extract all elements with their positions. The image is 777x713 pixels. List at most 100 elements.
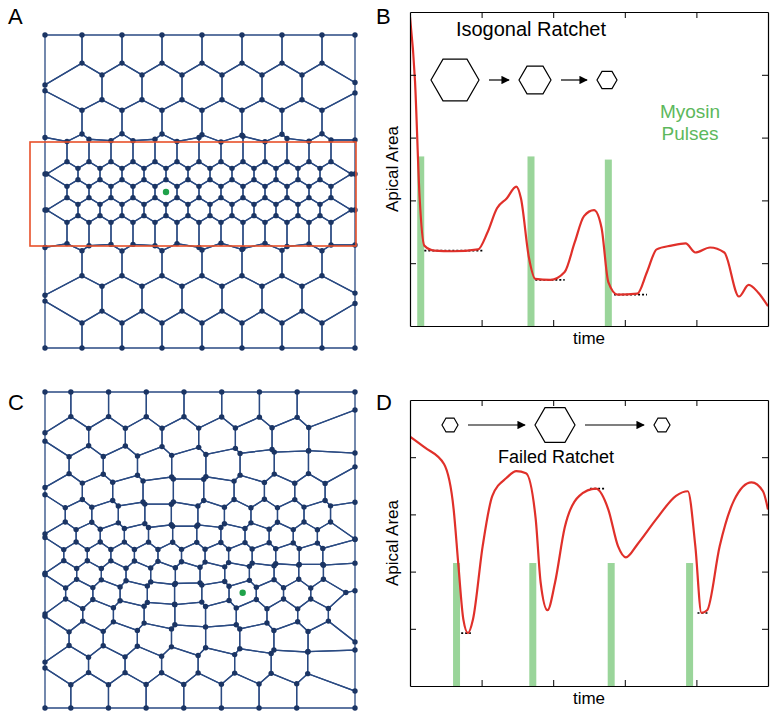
vertex bbox=[292, 497, 297, 502]
vertex bbox=[159, 131, 164, 136]
vertex bbox=[237, 451, 242, 456]
cell-edge bbox=[256, 580, 283, 609]
vertex bbox=[315, 527, 320, 532]
tick bbox=[410, 75, 416, 76]
panel-label: D bbox=[376, 390, 392, 415]
vertex bbox=[99, 72, 104, 77]
plot-marks bbox=[410, 17, 768, 326]
vertex bbox=[305, 671, 310, 676]
cell-edge bbox=[188, 198, 210, 223]
vertex bbox=[86, 184, 91, 189]
vertex bbox=[119, 248, 124, 253]
tick bbox=[625, 320, 626, 326]
vertex bbox=[226, 584, 231, 589]
vertex bbox=[119, 213, 124, 218]
vertex bbox=[231, 497, 236, 502]
vertex bbox=[174, 195, 179, 200]
vertex bbox=[130, 184, 135, 189]
vertex bbox=[271, 563, 276, 568]
vertex bbox=[97, 202, 102, 207]
vertex bbox=[132, 558, 137, 563]
vertex bbox=[352, 537, 357, 542]
vertex bbox=[229, 166, 234, 171]
vertex bbox=[239, 108, 244, 113]
vertex bbox=[301, 519, 306, 524]
cell-edge bbox=[202, 311, 242, 348]
cell-edge bbox=[274, 564, 299, 588]
vertex bbox=[305, 649, 310, 654]
vertex bbox=[295, 619, 300, 624]
vertex bbox=[279, 32, 284, 37]
vertex bbox=[63, 505, 68, 510]
cell-edge bbox=[202, 100, 242, 142]
vertex bbox=[196, 195, 201, 200]
tick-mark bbox=[625, 400, 626, 406]
vertex bbox=[42, 430, 47, 435]
vertex bbox=[352, 407, 357, 412]
tick bbox=[625, 680, 626, 686]
cell-edge bbox=[328, 591, 355, 642]
x-axis-top bbox=[411, 400, 769, 406]
vertex bbox=[159, 345, 164, 350]
cell-edge bbox=[125, 646, 162, 684]
tick-mark bbox=[696, 400, 697, 406]
vertex bbox=[328, 184, 333, 189]
vertex bbox=[299, 284, 304, 289]
vertex bbox=[146, 539, 151, 544]
vertex bbox=[141, 177, 146, 182]
cell-edge bbox=[67, 180, 89, 205]
vertex bbox=[259, 284, 264, 289]
vertex bbox=[179, 559, 184, 564]
vertex bbox=[155, 547, 160, 552]
cell-edge bbox=[225, 563, 250, 587]
vertex bbox=[239, 32, 244, 37]
vertex bbox=[106, 705, 111, 710]
tick-mark bbox=[696, 320, 697, 326]
vertex bbox=[207, 202, 212, 207]
cell-edge bbox=[282, 311, 322, 348]
vertex bbox=[196, 445, 201, 450]
cell-edge bbox=[100, 523, 124, 550]
vertex bbox=[306, 220, 311, 225]
cell-edge bbox=[272, 417, 309, 452]
cell-edge bbox=[45, 301, 82, 348]
cell-edge bbox=[45, 63, 102, 110]
vertex bbox=[251, 166, 256, 171]
vertex bbox=[306, 448, 311, 453]
tick bbox=[482, 320, 483, 326]
tick-mark bbox=[410, 138, 416, 139]
vertex bbox=[317, 213, 322, 218]
vertex bbox=[73, 527, 78, 532]
vertex bbox=[264, 606, 269, 611]
vertex bbox=[42, 345, 47, 350]
cell-edge bbox=[254, 162, 276, 187]
vertex bbox=[299, 308, 304, 313]
cell-edge bbox=[66, 579, 93, 608]
tick bbox=[410, 457, 416, 458]
vertex bbox=[98, 539, 103, 544]
vertex bbox=[139, 284, 144, 289]
cell-edge bbox=[232, 198, 254, 223]
vertex bbox=[73, 539, 78, 544]
vertex bbox=[159, 32, 164, 37]
vertex bbox=[185, 202, 190, 207]
vertex bbox=[64, 159, 69, 164]
vertex bbox=[317, 177, 322, 182]
vertex bbox=[185, 213, 190, 218]
vertex bbox=[98, 526, 103, 531]
vertex bbox=[247, 564, 252, 569]
vertex bbox=[284, 195, 289, 200]
vertex bbox=[135, 628, 140, 633]
vertex bbox=[196, 184, 201, 189]
vertex bbox=[266, 540, 271, 545]
cell-edge bbox=[222, 392, 260, 428]
vertex bbox=[74, 566, 79, 571]
vertex bbox=[61, 558, 66, 563]
vertex bbox=[229, 177, 234, 182]
vertex bbox=[173, 565, 178, 570]
hexagon-icon bbox=[597, 71, 617, 88]
hexagon-icon bbox=[442, 418, 458, 432]
vertex bbox=[181, 389, 186, 394]
cell-edge bbox=[100, 162, 122, 187]
vertex bbox=[99, 97, 104, 102]
